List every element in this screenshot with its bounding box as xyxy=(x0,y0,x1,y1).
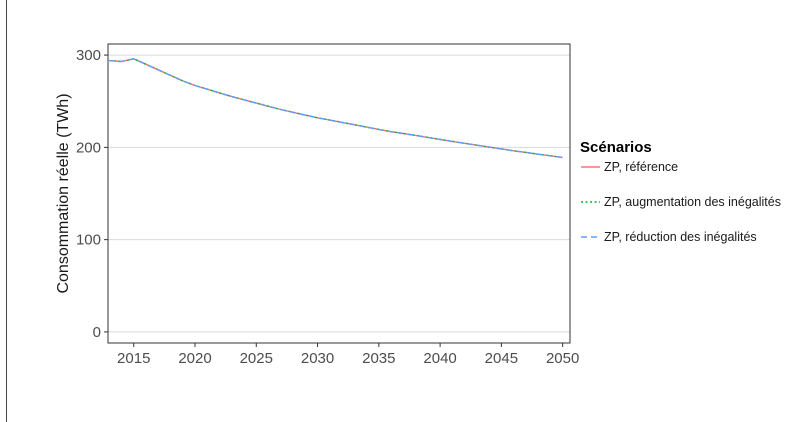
legend-items: ZP, référence ZP, augmentation des inégal… xyxy=(581,160,781,244)
series-lines xyxy=(109,58,563,159)
x-tick-label: 2030 xyxy=(301,350,334,367)
x-tick-label: 2025 xyxy=(240,350,273,367)
x-tick-label: 2035 xyxy=(362,350,395,367)
series-line-2 xyxy=(109,58,563,159)
y-tick-label: 200 xyxy=(76,139,101,156)
series-line-1 xyxy=(109,58,563,159)
legend: Scénarios ZP, référence ZP, augmentation … xyxy=(580,139,781,244)
x-tick-label: 2045 xyxy=(485,350,518,367)
y-axis-title: Consommation réelle (TWh) xyxy=(55,93,72,293)
x-tick-label: 2020 xyxy=(178,350,211,367)
gridlines xyxy=(108,54,570,333)
legend-label-2: ZP, augmentation des inégalités xyxy=(604,195,781,209)
x-tick-label: 2040 xyxy=(423,350,456,367)
page-edge-line xyxy=(6,0,7,422)
x-tick-label: 2050 xyxy=(546,350,579,367)
series-line-3 xyxy=(109,58,563,159)
y-tick-label: 100 xyxy=(76,232,101,249)
x-tick-label: 2015 xyxy=(117,350,150,367)
legend-title: Scénarios xyxy=(580,139,652,156)
legend-label-1: ZP, référence xyxy=(604,160,678,174)
legend-label-3: ZP, réduction des inégalités xyxy=(604,230,757,244)
y-tick-label: 0 xyxy=(93,324,101,341)
x-axis-ticks: 2015 2020 2025 2030 2035 2040 2045 2050 xyxy=(117,343,579,367)
plot-panel-border xyxy=(107,43,571,344)
y-tick-label: 300 xyxy=(76,47,101,64)
y-axis-ticks: 0 100 200 300 xyxy=(76,47,108,341)
